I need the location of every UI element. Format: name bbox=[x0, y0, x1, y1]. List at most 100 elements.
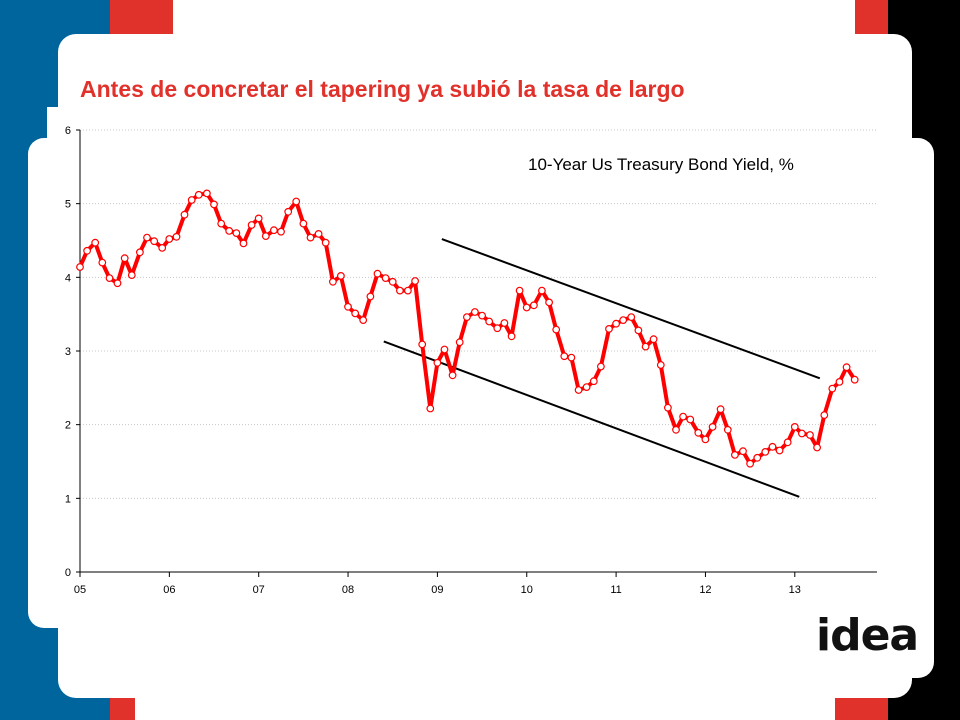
data-point bbox=[530, 301, 538, 310]
red-accent-bottom-left bbox=[110, 697, 135, 720]
x-tick-label: 11 bbox=[610, 584, 621, 596]
data-point bbox=[292, 197, 301, 206]
trendline bbox=[441, 238, 821, 380]
data-point bbox=[850, 375, 859, 384]
data-point bbox=[239, 239, 248, 248]
data-point bbox=[672, 425, 680, 434]
data-point bbox=[396, 286, 404, 295]
data-point bbox=[560, 352, 569, 361]
data-point bbox=[373, 269, 382, 278]
data-point bbox=[649, 335, 658, 344]
data-point bbox=[143, 233, 151, 242]
data-point bbox=[165, 235, 174, 243]
data-point bbox=[820, 411, 829, 420]
data-point bbox=[83, 246, 91, 255]
red-accent-top-left bbox=[110, 0, 173, 34]
data-point bbox=[634, 326, 643, 335]
y-tick-label: 5 bbox=[65, 199, 71, 211]
data-point bbox=[194, 190, 203, 199]
data-point bbox=[739, 447, 747, 456]
chart-title: 10-Year Us Treasury Bond Yield, % bbox=[528, 155, 794, 174]
data-point bbox=[835, 378, 844, 386]
data-point bbox=[448, 371, 457, 380]
data-point bbox=[120, 254, 129, 263]
data-point bbox=[515, 286, 524, 295]
data-point bbox=[552, 325, 561, 334]
data-point bbox=[656, 361, 665, 369]
trendline bbox=[383, 340, 800, 498]
data-point bbox=[404, 286, 412, 295]
data-point bbox=[440, 345, 449, 354]
data-point bbox=[426, 404, 435, 413]
data-point bbox=[731, 451, 739, 459]
data-point bbox=[329, 277, 337, 286]
data-point bbox=[158, 243, 167, 252]
data-point bbox=[522, 303, 531, 312]
data-point bbox=[753, 453, 762, 462]
data-point bbox=[813, 443, 821, 452]
data-point bbox=[98, 258, 107, 267]
data-point bbox=[746, 459, 754, 468]
data-point bbox=[172, 232, 181, 241]
x-tick-label: 05 bbox=[74, 584, 86, 596]
data-point bbox=[91, 238, 100, 247]
data-point bbox=[366, 292, 375, 301]
data-point bbox=[359, 316, 368, 325]
data-point bbox=[127, 271, 136, 280]
chart-area: 0 1 2 3 4 5 6 05 06 07 08 09 10 11 12 13 10-Year Us Tre… bbox=[47, 107, 879, 617]
data-point bbox=[411, 277, 420, 285]
data-point bbox=[105, 274, 114, 283]
idea-logo: idea bbox=[816, 610, 919, 661]
data-point bbox=[761, 448, 770, 456]
series-yield bbox=[76, 189, 859, 468]
data-point bbox=[277, 227, 285, 236]
data-point bbox=[337, 271, 345, 280]
data-point bbox=[210, 200, 218, 209]
data-point bbox=[538, 286, 546, 295]
data-point bbox=[545, 298, 554, 307]
data-point bbox=[627, 313, 636, 322]
data-point bbox=[605, 324, 613, 333]
data-point bbox=[842, 363, 851, 372]
data-point bbox=[478, 311, 487, 320]
data-point bbox=[686, 415, 695, 424]
data-point bbox=[783, 438, 792, 447]
data-point bbox=[471, 308, 479, 316]
data-point bbox=[314, 229, 323, 238]
x-tick-label: 12 bbox=[699, 584, 711, 596]
data-point bbox=[202, 189, 211, 198]
data-point bbox=[433, 358, 442, 367]
series-line bbox=[78, 191, 857, 466]
data-point bbox=[180, 210, 189, 219]
data-point bbox=[150, 237, 159, 246]
data-point bbox=[187, 196, 196, 204]
data-point bbox=[775, 446, 784, 455]
y-tick-label: 2 bbox=[65, 420, 71, 432]
data-point bbox=[798, 429, 806, 438]
data-point bbox=[247, 221, 256, 229]
red-accent-top-right bbox=[855, 0, 888, 34]
data-point bbox=[641, 342, 650, 351]
data-point bbox=[269, 226, 278, 235]
y-tick-label: 4 bbox=[65, 272, 71, 284]
data-point bbox=[500, 319, 509, 327]
y-tick-label: 0 bbox=[65, 567, 71, 579]
data-point bbox=[418, 340, 427, 349]
data-point bbox=[306, 233, 315, 242]
data-point bbox=[806, 431, 814, 439]
data-point bbox=[344, 302, 352, 311]
data-point bbox=[679, 412, 687, 421]
data-point bbox=[299, 219, 308, 228]
data-point bbox=[351, 309, 360, 318]
data-point bbox=[567, 353, 576, 362]
data-point bbox=[768, 442, 777, 451]
data-point bbox=[113, 279, 122, 288]
x-tick-label: 10 bbox=[521, 584, 533, 596]
y-tick-label: 1 bbox=[65, 493, 71, 505]
data-point bbox=[485, 317, 494, 326]
data-point bbox=[694, 428, 703, 437]
data-point bbox=[723, 425, 732, 434]
data-point bbox=[582, 383, 591, 392]
